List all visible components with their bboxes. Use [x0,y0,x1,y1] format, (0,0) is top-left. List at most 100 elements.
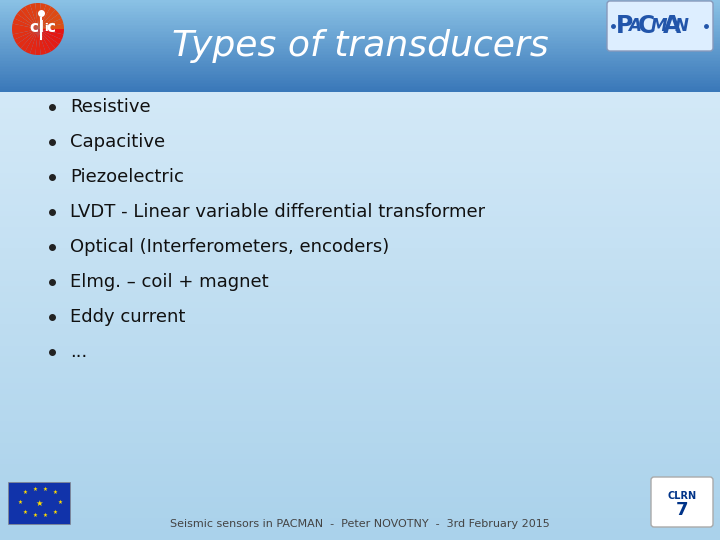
Bar [0,5,720,8]
Bar [0,54,720,59]
Bar [0,58,720,60]
Bar [0,3,720,5]
Bar [0,292,720,297]
Bar [0,38,720,43]
FancyBboxPatch shape [651,477,713,527]
Bar [0,87,720,89]
Bar [0,308,720,313]
Text: P: P [616,14,634,38]
Bar [0,23,720,24]
Bar [0,0,720,2]
Bar [0,76,720,78]
Text: A: A [663,14,681,38]
Bar [0,378,720,383]
Bar [0,524,720,529]
Wedge shape [38,29,46,55]
Bar [0,29,720,31]
Bar [0,84,720,86]
Bar [0,32,720,38]
Bar [0,248,720,254]
Wedge shape [12,29,38,35]
Text: Piezoelectric: Piezoelectric [70,168,184,186]
Text: ★: ★ [22,510,27,515]
Text: ★: ★ [53,510,58,515]
Text: CLRN: CLRN [667,491,696,501]
Bar [0,7,720,9]
Bar [0,351,720,356]
Bar [0,49,720,51]
Wedge shape [38,10,59,29]
Bar [0,52,720,53]
Bar [0,157,720,162]
Bar [0,21,720,23]
Bar [0,50,720,52]
Bar [0,64,720,66]
Bar [0,470,720,475]
Bar [0,11,720,16]
Text: ★: ★ [58,500,63,504]
Bar [0,189,720,194]
Bar [0,211,720,216]
Wedge shape [21,6,38,29]
Wedge shape [38,3,46,29]
Text: l: l [38,21,44,36]
Bar [0,55,720,57]
Bar [0,173,720,178]
Bar [0,254,720,259]
Bar [0,82,720,84]
Bar [0,497,720,502]
Bar [0,16,720,22]
Bar [0,89,720,91]
Wedge shape [38,29,64,35]
Text: N: N [675,17,689,35]
Bar [0,481,720,486]
Bar [0,437,720,443]
Wedge shape [12,29,38,39]
Bar [0,32,720,33]
Bar [0,491,720,497]
Wedge shape [14,14,38,29]
Bar [0,86,720,92]
Bar [0,70,720,72]
Wedge shape [35,3,41,29]
Bar [0,33,720,35]
Bar [0,25,720,28]
Bar [0,518,720,524]
Bar [0,81,720,83]
Wedge shape [38,29,63,39]
Bar [0,39,720,42]
Bar [0,59,720,65]
Bar [0,18,720,20]
Bar [0,394,720,400]
Bar [0,35,720,37]
Bar [0,70,720,76]
Text: Elmg. – coil + magnet: Elmg. – coil + magnet [70,273,269,291]
Text: Types of transducers: Types of transducers [171,29,549,63]
Text: A: A [628,17,641,35]
Bar [0,36,720,38]
Bar [0,15,720,17]
Bar [0,486,720,491]
Bar [0,44,720,46]
Bar [0,119,720,124]
Bar [0,194,720,200]
Bar [0,265,720,270]
Bar [0,59,720,62]
Bar [0,0,720,5]
Bar [0,24,720,26]
Bar [0,362,720,367]
Bar [0,184,720,189]
Bar [0,535,720,540]
Bar [0,151,720,157]
Text: ★: ★ [32,487,37,491]
Bar [0,65,720,68]
FancyBboxPatch shape [607,1,713,51]
Bar [0,16,720,18]
Wedge shape [21,29,38,51]
Bar [0,178,720,184]
Text: ★: ★ [17,500,22,504]
Wedge shape [38,4,51,29]
Bar [0,81,720,86]
Bar [0,97,720,103]
Bar [0,79,720,81]
